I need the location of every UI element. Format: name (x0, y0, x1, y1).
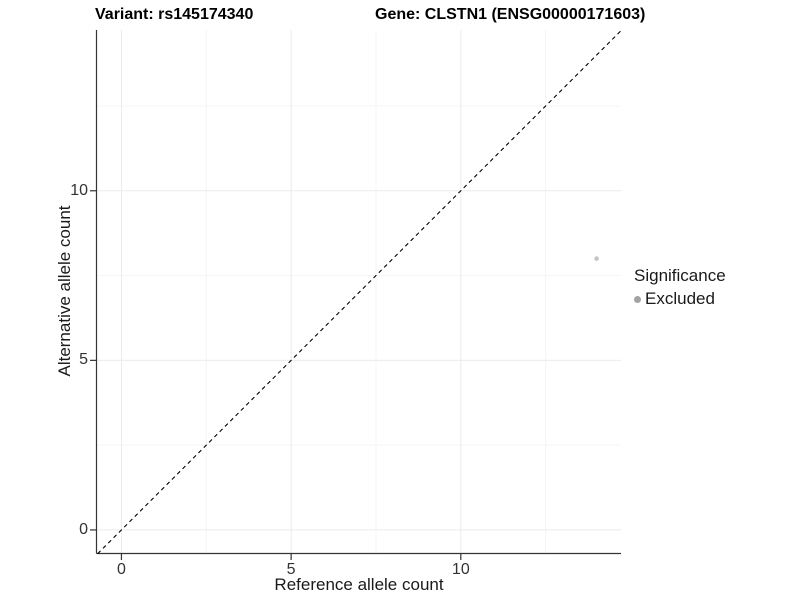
y-tick-label: 0 (79, 520, 88, 538)
x-tick-label: 5 (286, 561, 296, 578)
legend-item-excluded: Excluded (634, 289, 726, 309)
plot-title-gene: Gene: CLSTN1 (ENSG00000171603) (375, 6, 646, 23)
y-axis-title: Alternative allele count (55, 205, 74, 377)
x-axis-title: Reference allele count (274, 575, 444, 594)
y-tick-label: 5 (79, 351, 88, 369)
x-tick-label: 10 (451, 561, 470, 578)
legend-item-label: Excluded (645, 289, 715, 308)
legend: Significance Excluded (634, 266, 726, 309)
x-tick-label: 0 (116, 561, 126, 578)
y-tick-label: 10 (70, 181, 88, 199)
data-point (594, 256, 599, 261)
identity-dashed-line (97, 30, 622, 555)
plot-title-variant: Variant: rs145174340 (95, 6, 254, 23)
legend-key-dot-icon (634, 295, 641, 303)
legend-title: Significance (634, 266, 726, 285)
